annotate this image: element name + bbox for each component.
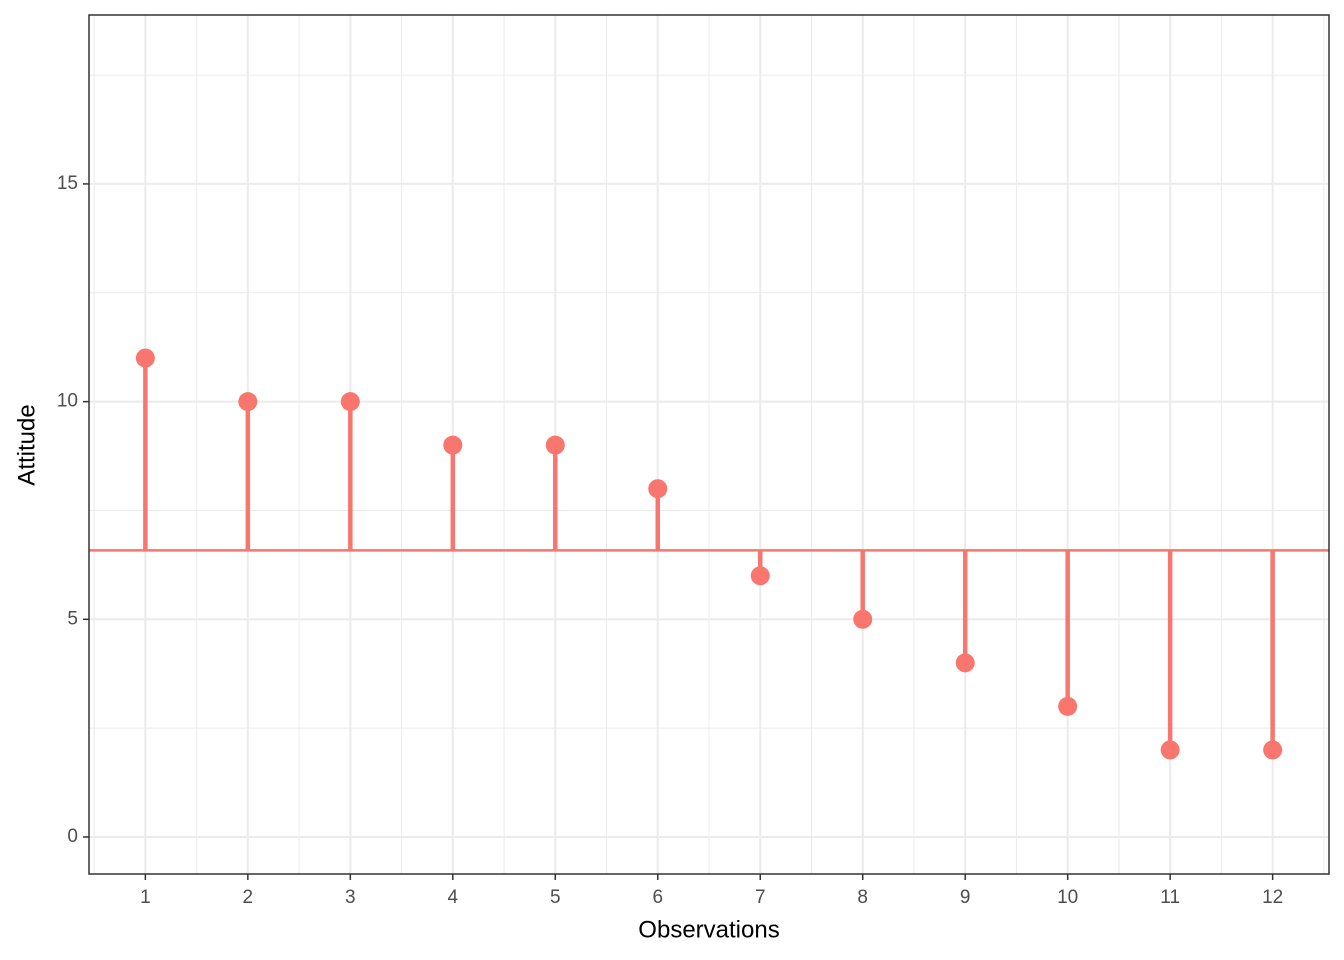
point xyxy=(750,566,770,586)
x-tick-label: 9 xyxy=(960,887,971,908)
panel-border xyxy=(88,14,1330,875)
x-axis-title: Observations xyxy=(638,916,779,943)
x-tick-label: 4 xyxy=(448,887,459,908)
x-tick-label: 7 xyxy=(755,887,766,908)
x-tick-label: 8 xyxy=(857,887,868,908)
x-tick-label: 5 xyxy=(550,887,561,908)
point xyxy=(1058,696,1078,716)
x-tick-label: 2 xyxy=(243,887,254,908)
point xyxy=(135,348,155,368)
x-tick-label: 10 xyxy=(1057,887,1078,908)
x-tick-label: 6 xyxy=(652,887,663,908)
point xyxy=(340,392,360,412)
y-tick-label: 10 xyxy=(57,391,78,412)
point xyxy=(853,609,873,629)
point xyxy=(545,435,565,455)
point xyxy=(648,479,668,499)
y-tick-label: 5 xyxy=(67,608,78,629)
point xyxy=(238,392,258,412)
point xyxy=(443,435,463,455)
x-tick-label: 3 xyxy=(345,887,356,908)
y-tick-label: 15 xyxy=(57,173,78,194)
point xyxy=(1263,740,1283,760)
x-tick-label: 11 xyxy=(1160,887,1180,908)
point xyxy=(1160,740,1180,760)
y-tick-label: 0 xyxy=(67,826,78,847)
x-tick-label: 12 xyxy=(1262,887,1283,908)
point xyxy=(955,653,975,673)
x-tick-label: 1 xyxy=(140,887,151,908)
y-axis-title: Attitude xyxy=(13,404,40,485)
